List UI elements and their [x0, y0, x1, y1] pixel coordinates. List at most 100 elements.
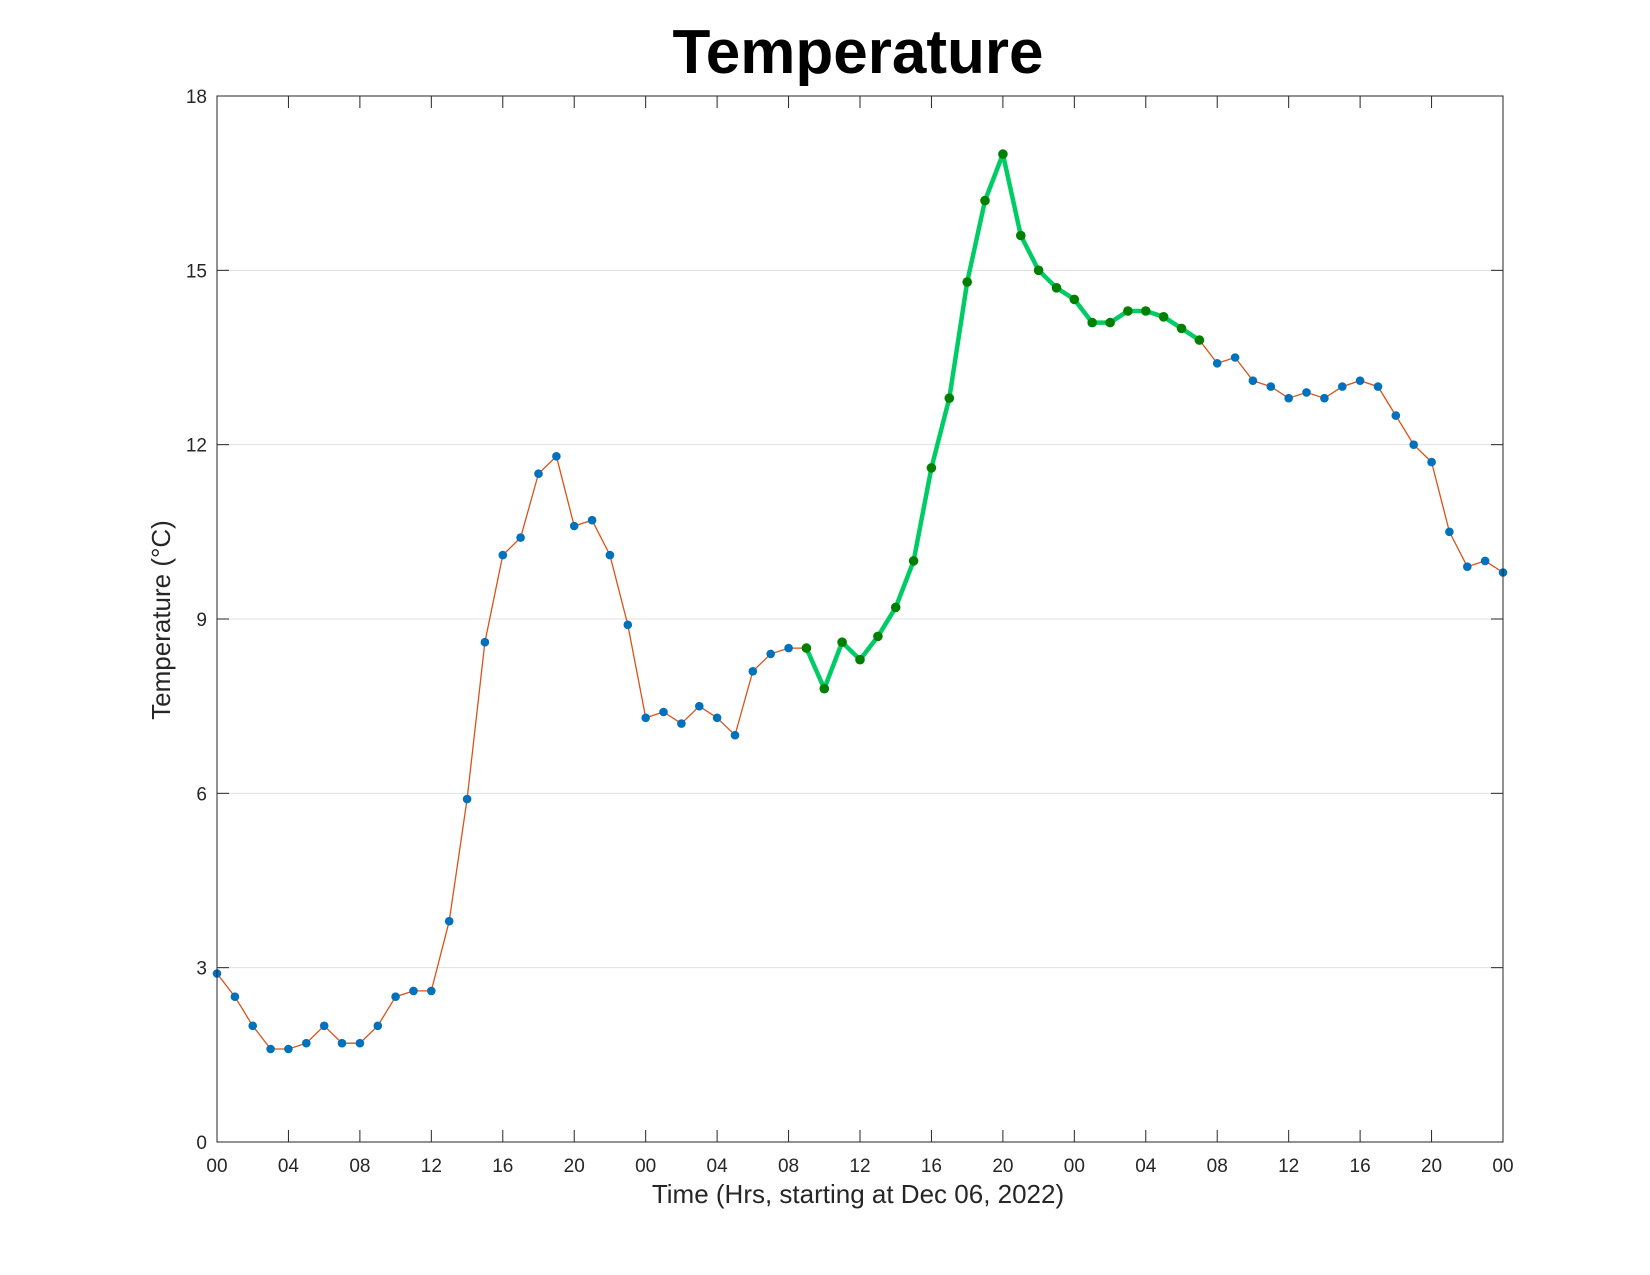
y-tick-label: 15: [186, 261, 207, 282]
data-point: [1355, 376, 1365, 386]
data-point: [248, 1021, 257, 1031]
y-tick-label: 0: [196, 1133, 207, 1154]
data-point: [1480, 556, 1490, 566]
data-point: [409, 986, 418, 996]
x-tick-label: 04: [1135, 1156, 1157, 1177]
data-point: [534, 469, 543, 479]
highlight-point: [998, 149, 1008, 159]
highlight-point: [1194, 335, 1205, 345]
data-point: [427, 986, 436, 996]
x-tick-label: 00: [635, 1156, 656, 1177]
highlight-point: [855, 654, 865, 665]
data-point: [230, 992, 240, 1001]
highlight-point: [1123, 306, 1133, 316]
highlight-point: [837, 637, 847, 647]
data-point: [766, 649, 775, 659]
y-tick-label: 9: [196, 610, 207, 631]
data-point: [1266, 382, 1276, 391]
highlight-point: [1087, 317, 1097, 328]
data-point: [266, 1044, 275, 1054]
axis-ticks: 0 3 6 9 12 15 18 00 04 08 12 16 20 00 04 08 12 16 20 00 04 08…: [186, 87, 1514, 1177]
data-point: [1302, 388, 1311, 397]
highlight-point: [1141, 306, 1151, 316]
x-axis-label: Time (Hrs, starting at Dec 06, 2022): [652, 1179, 1064, 1209]
y-tick-label: 12: [186, 436, 207, 457]
highlight-point: [1069, 294, 1080, 305]
highlight-point: [873, 631, 883, 642]
y-tick-label: 3: [196, 959, 207, 980]
data-point: [355, 1038, 365, 1048]
x-tick-label: 16: [492, 1156, 513, 1177]
highlight-point: [1016, 230, 1026, 241]
data-point: [1338, 382, 1347, 391]
highlight-point: [801, 643, 812, 653]
highlight-point: [1176, 323, 1187, 334]
data-point: [391, 992, 400, 1001]
highlight-line: [804, 151, 1202, 691]
highlight-point: [944, 393, 955, 404]
data-point: [480, 637, 490, 647]
x-tick-label: 04: [707, 1156, 729, 1177]
data-series: [212, 149, 1508, 1054]
data-point: [498, 550, 508, 560]
data-point: [677, 719, 686, 728]
data-point: [1320, 393, 1329, 403]
data-point: [659, 707, 668, 717]
data-point: [1391, 411, 1401, 420]
data-point: [1230, 353, 1240, 362]
data-point: [444, 916, 454, 926]
data-point: [695, 701, 704, 711]
highlight-point: [908, 556, 919, 566]
data-point: [302, 1038, 311, 1048]
data-point: [319, 1021, 329, 1031]
data-point: [641, 713, 650, 723]
data-point: [1212, 359, 1222, 368]
highlight-point: [1051, 283, 1062, 293]
x-tick-label: 16: [921, 1156, 942, 1177]
x-tick-label: 08: [349, 1156, 370, 1177]
data-point: [784, 643, 793, 653]
data-point: [462, 794, 472, 804]
highlight-point: [1033, 265, 1044, 276]
data-point: [587, 515, 597, 525]
grid-lines: [217, 269, 1503, 969]
highlight-point: [926, 463, 937, 473]
x-tick-label: 00: [206, 1156, 227, 1177]
data-point: [337, 1038, 347, 1048]
x-tick-label: 12: [1278, 1156, 1299, 1177]
data-point: [552, 452, 561, 461]
chart-title: Temperature: [673, 18, 1044, 87]
data-point: [284, 1044, 293, 1054]
x-tick-label: 16: [1350, 1156, 1371, 1177]
data-point: [1427, 457, 1436, 467]
data-point: [1284, 393, 1293, 403]
series-line: [216, 151, 1504, 1050]
highlight-point: [962, 277, 972, 287]
x-tick-label: 08: [778, 1156, 799, 1177]
data-point: [1409, 440, 1418, 450]
data-point: [748, 667, 758, 676]
x-tick-label: 20: [564, 1156, 585, 1177]
y-tick-label: 18: [186, 87, 207, 108]
x-tick-label: 20: [992, 1156, 1013, 1177]
data-point: [712, 713, 722, 723]
x-tick-label: 12: [849, 1156, 870, 1177]
highlight-point: [980, 195, 990, 206]
data-point: [516, 533, 525, 542]
x-tick-label: 12: [421, 1156, 442, 1177]
highlight-point: [1158, 312, 1169, 322]
highlight-point: [890, 602, 901, 613]
x-tick-label: 00: [1064, 1156, 1085, 1177]
data-point: [1373, 382, 1383, 391]
y-axis-label: Temperature (°C): [146, 520, 176, 720]
x-tick-label: 20: [1421, 1156, 1442, 1177]
data-point: [730, 730, 740, 740]
data-point: [623, 620, 633, 630]
data-point: [1445, 527, 1454, 537]
data-point: [569, 521, 579, 531]
data-point: [1463, 562, 1472, 571]
y-tick-label: 6: [196, 784, 207, 805]
highlight-point: [1105, 317, 1115, 328]
x-tick-label: 04: [278, 1156, 300, 1177]
